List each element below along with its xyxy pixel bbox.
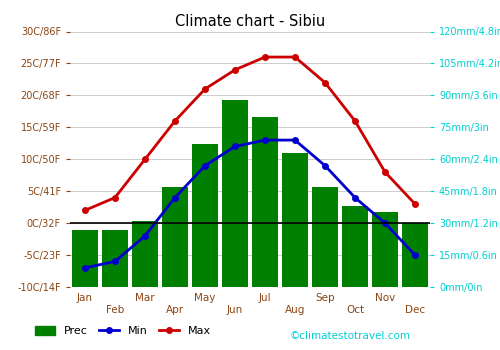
Text: Jul: Jul: [258, 293, 272, 303]
Text: Sep: Sep: [315, 293, 335, 303]
Bar: [132, 221, 158, 287]
Text: May: May: [194, 293, 216, 303]
Text: Dec: Dec: [405, 305, 425, 315]
Text: Feb: Feb: [106, 305, 124, 315]
Text: Jan: Jan: [77, 293, 93, 303]
Bar: [312, 187, 338, 287]
Bar: [402, 223, 428, 287]
Text: Nov: Nov: [375, 293, 395, 303]
Bar: [342, 206, 368, 287]
Bar: [72, 230, 98, 287]
Text: Apr: Apr: [166, 305, 184, 315]
Legend: Prec, Min, Max: Prec, Min, Max: [30, 322, 215, 341]
Title: Climate chart - Sibiu: Climate chart - Sibiu: [175, 14, 325, 29]
Bar: [252, 117, 278, 287]
Bar: [222, 100, 248, 287]
Text: Aug: Aug: [285, 305, 305, 315]
Bar: [192, 144, 218, 287]
Text: Oct: Oct: [346, 305, 364, 315]
Text: Jun: Jun: [227, 305, 243, 315]
Bar: [102, 230, 128, 287]
Bar: [162, 187, 188, 287]
Bar: [372, 212, 398, 287]
Bar: [282, 153, 308, 287]
Text: Mar: Mar: [135, 293, 155, 303]
Text: ©climatestotravel.com: ©climatestotravel.com: [290, 331, 411, 341]
